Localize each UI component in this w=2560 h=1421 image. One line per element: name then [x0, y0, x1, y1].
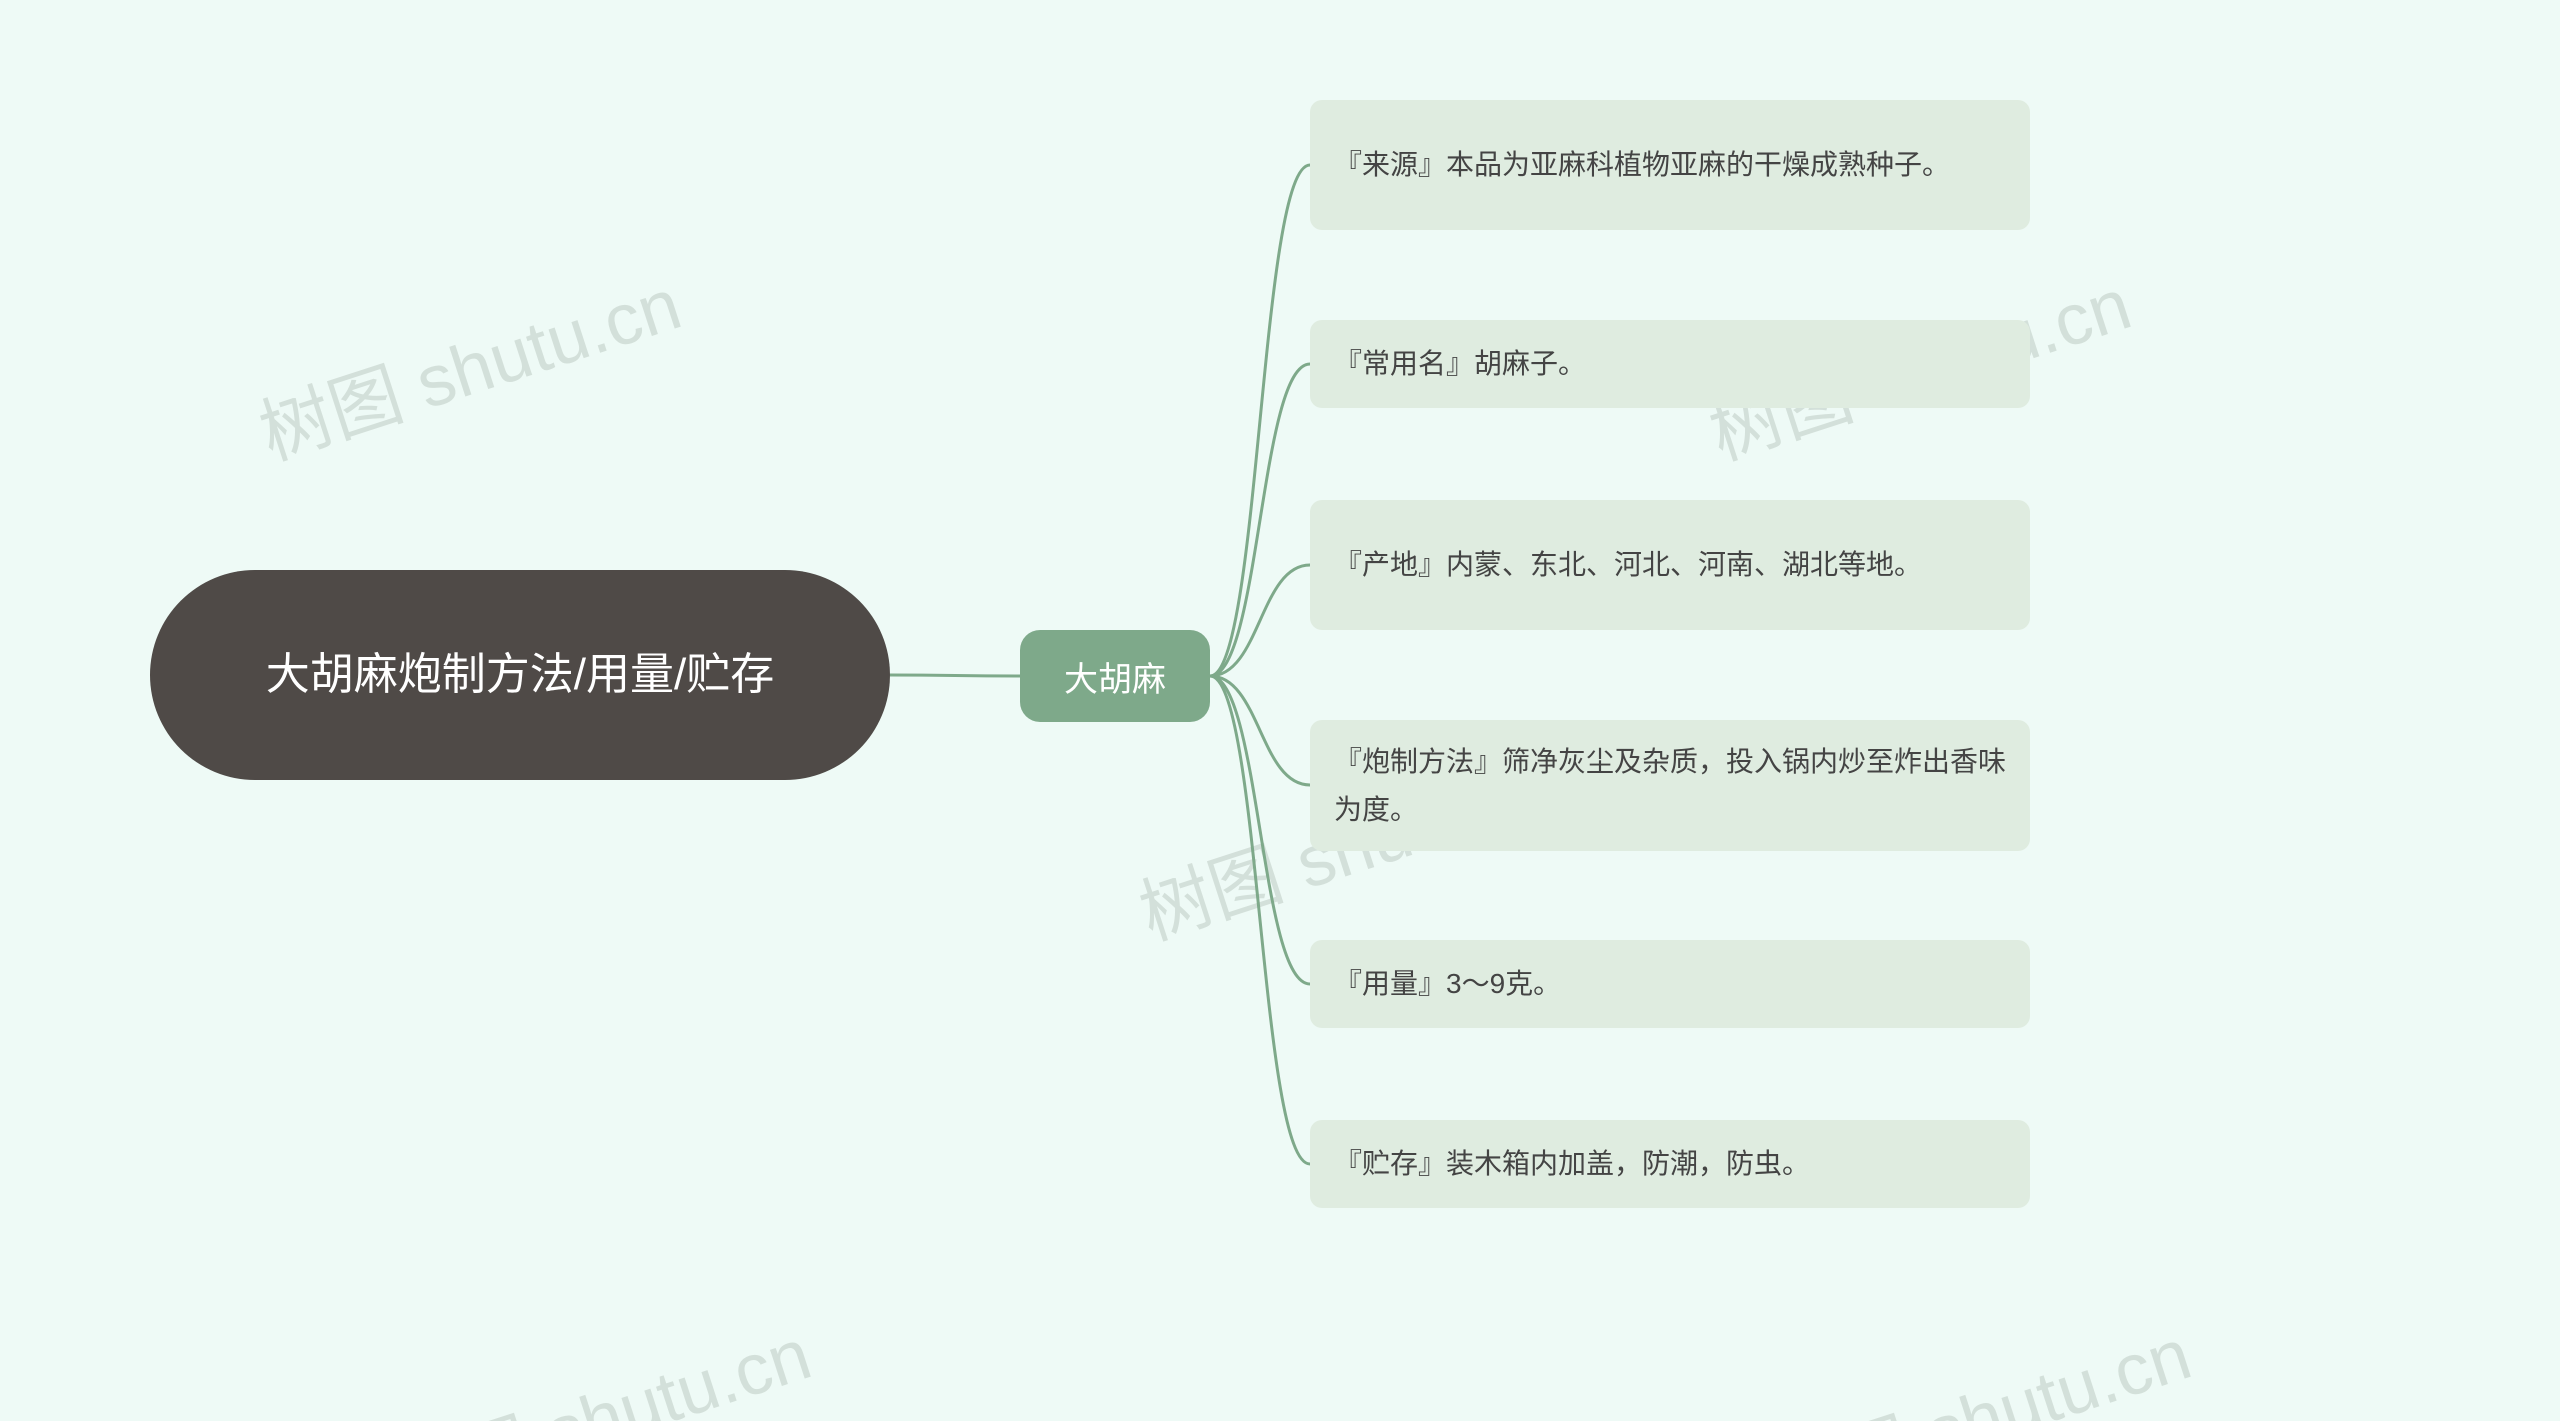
leaf-label: 『产地』内蒙、东北、河北、河南、湖北等地。	[1334, 541, 1922, 589]
watermark: 树图 shutu.cn	[1754, 1295, 2201, 1421]
root-node[interactable]: 大胡麻炮制方法/用量/贮存	[150, 570, 890, 780]
leaf-label: 『用量』3～9克。	[1334, 960, 1561, 1008]
leaf-label: 『贮存』装木箱内加盖，防潮，防虫。	[1334, 1140, 1810, 1188]
leaf-node[interactable]: 『炮制方法』筛净灰尘及杂质，投入锅内炒至炸出香味为度。	[1310, 720, 2030, 851]
leaf-label: 『常用名』胡麻子。	[1334, 340, 1586, 388]
leaf-node[interactable]: 『贮存』装木箱内加盖，防潮，防虫。	[1310, 1120, 2030, 1208]
root-label: 大胡麻炮制方法/用量/贮存	[266, 642, 774, 708]
leaf-node[interactable]: 『产地』内蒙、东北、河北、河南、湖北等地。	[1310, 500, 2030, 630]
sub-node[interactable]: 大胡麻	[1020, 630, 1210, 722]
mindmap-canvas: 树图 shutu.cn树图 shutu.cn树图 shutu.cn树图 shut…	[0, 0, 2560, 1421]
watermark: 树图 shutu.cn	[374, 1295, 821, 1421]
watermark: 树图 shutu.cn	[244, 245, 691, 480]
leaf-label: 『炮制方法』筛净灰尘及杂质，投入锅内炒至炸出香味为度。	[1334, 738, 2006, 833]
leaf-node[interactable]: 『来源』本品为亚麻科植物亚麻的干燥成熟种子。	[1310, 100, 2030, 230]
leaf-node[interactable]: 『常用名』胡麻子。	[1310, 320, 2030, 408]
sub-label: 大胡麻	[1064, 652, 1166, 701]
leaf-label: 『来源』本品为亚麻科植物亚麻的干燥成熟种子。	[1334, 141, 1950, 189]
leaf-node[interactable]: 『用量』3～9克。	[1310, 940, 2030, 1028]
